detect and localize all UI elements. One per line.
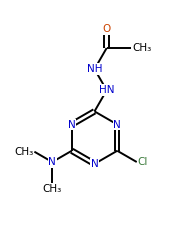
Text: CH₃: CH₃ xyxy=(43,184,62,194)
Text: N: N xyxy=(68,120,76,129)
Text: NH: NH xyxy=(87,64,102,74)
Text: N: N xyxy=(113,120,121,129)
Text: O: O xyxy=(103,24,111,34)
Text: N: N xyxy=(91,159,98,169)
Text: CH₃: CH₃ xyxy=(132,43,151,53)
Text: Cl: Cl xyxy=(138,157,148,167)
Text: N: N xyxy=(48,157,56,167)
Text: HN: HN xyxy=(99,85,115,95)
Text: CH₃: CH₃ xyxy=(14,147,33,157)
